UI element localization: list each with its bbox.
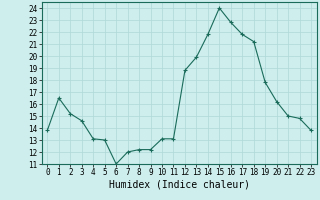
X-axis label: Humidex (Indice chaleur): Humidex (Indice chaleur) xyxy=(109,180,250,190)
